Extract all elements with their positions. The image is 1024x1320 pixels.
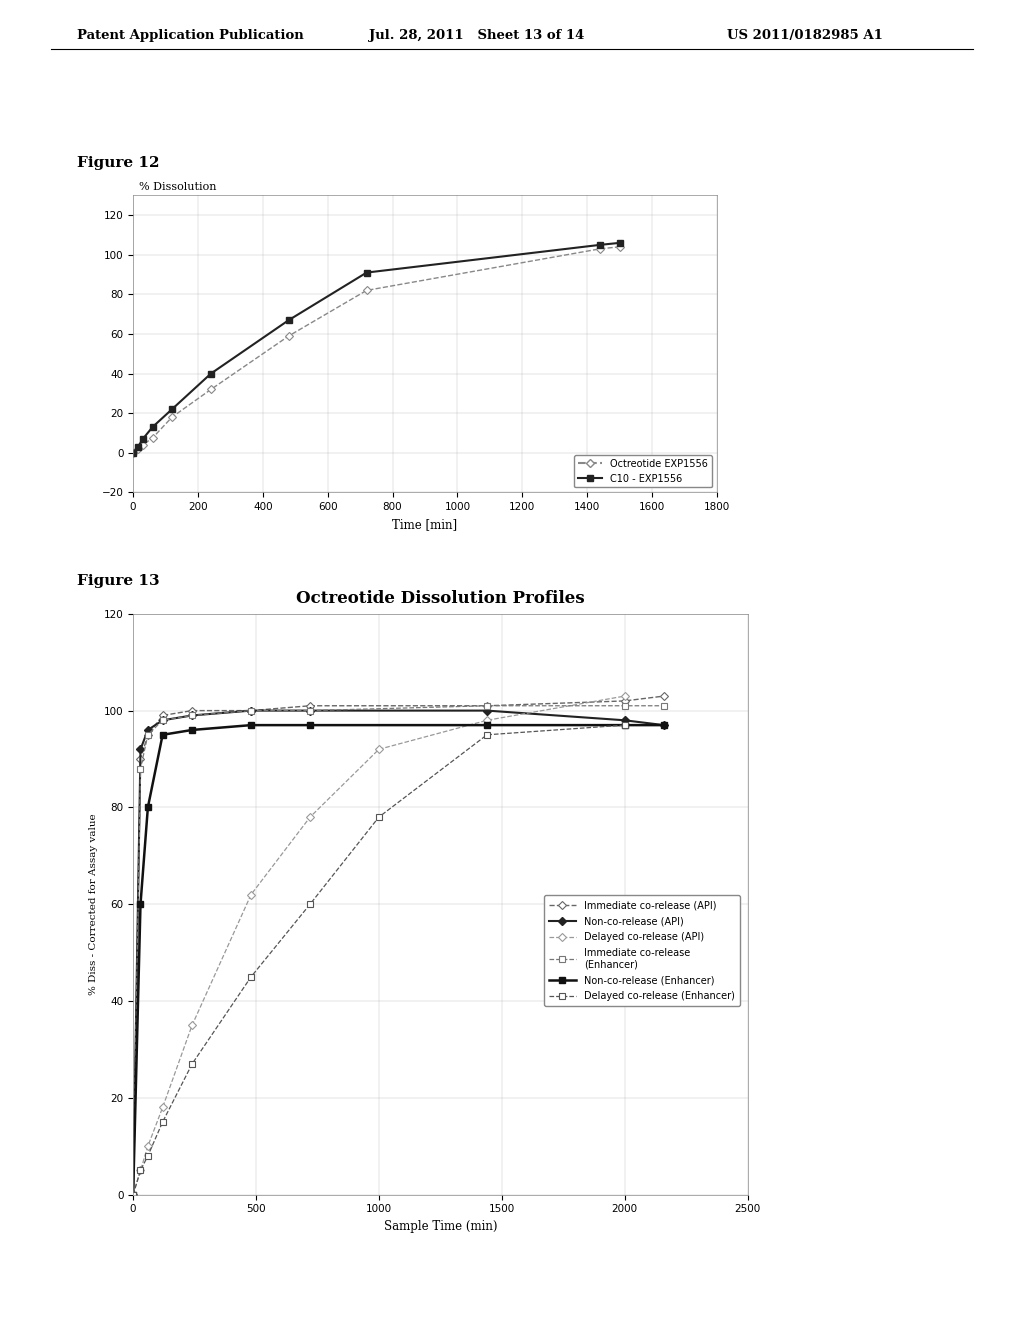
X-axis label: Time [min]: Time [min] [392, 517, 458, 531]
Non-co-release (API) [141, 722, 154, 738]
Immediate co-release
(Enhancer) [127, 1187, 139, 1203]
Line: Immediate co-release (API): Immediate co-release (API) [130, 693, 667, 1197]
Immediate co-release
(Enhancer) [134, 760, 146, 776]
Non-co-release (Enhancer) [304, 717, 316, 733]
Non-co-release (API) [618, 713, 631, 729]
Line: Immediate co-release
(Enhancer): Immediate co-release (Enhancer) [130, 704, 667, 1197]
Delayed co-release (API) [481, 713, 494, 729]
Delayed co-release (Enhancer) [618, 717, 631, 733]
Immediate co-release (API) [618, 693, 631, 709]
Non-co-release (Enhancer) [618, 717, 631, 733]
Text: Figure 12: Figure 12 [77, 156, 160, 170]
Immediate co-release (API) [657, 688, 670, 704]
Non-co-release (Enhancer) [127, 1187, 139, 1203]
Immediate co-release
(Enhancer) [304, 702, 316, 718]
Delayed co-release (API) [127, 1187, 139, 1203]
Immediate co-release (API) [141, 727, 154, 743]
Y-axis label: % Diss - Corrected for Assay value: % Diss - Corrected for Assay value [89, 813, 98, 995]
Immediate co-release (API) [245, 702, 257, 718]
Immediate co-release
(Enhancer) [245, 702, 257, 718]
Legend: Immediate co-release (API), Non-co-release (API), Delayed co-release (API), Imme: Immediate co-release (API), Non-co-relea… [544, 895, 739, 1006]
Text: Figure 13: Figure 13 [77, 574, 160, 589]
Delayed co-release (API) [618, 688, 631, 704]
Line: Delayed co-release (Enhancer): Delayed co-release (Enhancer) [130, 722, 628, 1197]
X-axis label: Sample Time (min): Sample Time (min) [384, 1220, 497, 1233]
Delayed co-release (Enhancer) [134, 1163, 146, 1179]
Delayed co-release (Enhancer) [373, 809, 385, 825]
Immediate co-release (API) [304, 698, 316, 714]
Text: Jul. 28, 2011   Sheet 13 of 14: Jul. 28, 2011 Sheet 13 of 14 [369, 29, 584, 42]
Immediate co-release (API) [157, 708, 169, 723]
Immediate co-release (API) [481, 698, 494, 714]
Delayed co-release (Enhancer) [304, 896, 316, 912]
Immediate co-release (API) [134, 751, 146, 767]
Non-co-release (API) [657, 717, 670, 733]
Non-co-release (Enhancer) [481, 717, 494, 733]
Text: % Dissolution: % Dissolution [139, 182, 216, 193]
Legend: Octreotide EXP1556, C10 - EXP1556: Octreotide EXP1556, C10 - EXP1556 [574, 455, 712, 487]
Immediate co-release
(Enhancer) [657, 698, 670, 714]
Non-co-release (API) [127, 1187, 139, 1203]
Line: Non-co-release (Enhancer): Non-co-release (Enhancer) [130, 722, 667, 1197]
Immediate co-release
(Enhancer) [481, 698, 494, 714]
Non-co-release (API) [157, 713, 169, 729]
Immediate co-release
(Enhancer) [157, 713, 169, 729]
Non-co-release (Enhancer) [134, 896, 146, 912]
Non-co-release (API) [304, 702, 316, 718]
Line: Non-co-release (API): Non-co-release (API) [130, 708, 667, 1197]
Line: Delayed co-release (API): Delayed co-release (API) [130, 693, 628, 1197]
Delayed co-release (API) [373, 742, 385, 758]
Delayed co-release (Enhancer) [245, 969, 257, 985]
Non-co-release (Enhancer) [186, 722, 199, 738]
Text: US 2011/0182985 A1: US 2011/0182985 A1 [727, 29, 883, 42]
Delayed co-release (Enhancer) [186, 1056, 199, 1072]
Non-co-release (API) [186, 708, 199, 723]
Immediate co-release
(Enhancer) [141, 727, 154, 743]
Non-co-release (Enhancer) [245, 717, 257, 733]
Non-co-release (API) [245, 702, 257, 718]
Immediate co-release
(Enhancer) [186, 708, 199, 723]
Non-co-release (API) [481, 702, 494, 718]
Delayed co-release (API) [186, 1018, 199, 1034]
Text: Patent Application Publication: Patent Application Publication [77, 29, 303, 42]
Delayed co-release (API) [134, 1163, 146, 1179]
Delayed co-release (API) [141, 1138, 154, 1154]
Delayed co-release (API) [304, 809, 316, 825]
Delayed co-release (API) [157, 1100, 169, 1115]
Non-co-release (API) [134, 742, 146, 758]
Non-co-release (Enhancer) [657, 717, 670, 733]
Non-co-release (Enhancer) [157, 727, 169, 743]
Delayed co-release (Enhancer) [481, 727, 494, 743]
Delayed co-release (Enhancer) [127, 1187, 139, 1203]
Immediate co-release (API) [186, 702, 199, 718]
Immediate co-release
(Enhancer) [618, 698, 631, 714]
Title: Octreotide Dissolution Profiles: Octreotide Dissolution Profiles [296, 590, 585, 607]
Immediate co-release (API) [127, 1187, 139, 1203]
Delayed co-release (API) [245, 887, 257, 903]
Delayed co-release (Enhancer) [141, 1148, 154, 1164]
Non-co-release (Enhancer) [141, 800, 154, 816]
Delayed co-release (Enhancer) [157, 1114, 169, 1130]
